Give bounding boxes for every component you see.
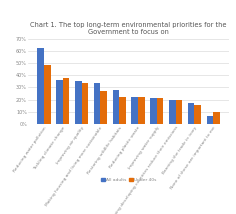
Legend: All adults, Under 40s: All adults, Under 40s: [99, 176, 158, 184]
Bar: [101, 91, 107, 124]
Bar: [113, 90, 119, 124]
Bar: [44, 65, 51, 124]
Bar: [157, 98, 163, 124]
Bar: [207, 116, 213, 124]
Bar: [169, 100, 176, 124]
Bar: [38, 48, 44, 124]
Bar: [94, 83, 101, 124]
Bar: [188, 103, 194, 124]
Bar: [63, 78, 69, 124]
Title: Chart 1. The top long-term environmental priorities for the
Government to focus : Chart 1. The top long-term environmental…: [30, 22, 227, 35]
Bar: [75, 81, 82, 124]
Bar: [131, 97, 138, 124]
Bar: [119, 97, 126, 124]
Bar: [150, 98, 157, 124]
Bar: [194, 105, 201, 124]
Bar: [176, 100, 182, 124]
Bar: [82, 83, 88, 124]
Bar: [56, 80, 63, 124]
Bar: [213, 112, 220, 124]
Bar: [138, 97, 145, 124]
